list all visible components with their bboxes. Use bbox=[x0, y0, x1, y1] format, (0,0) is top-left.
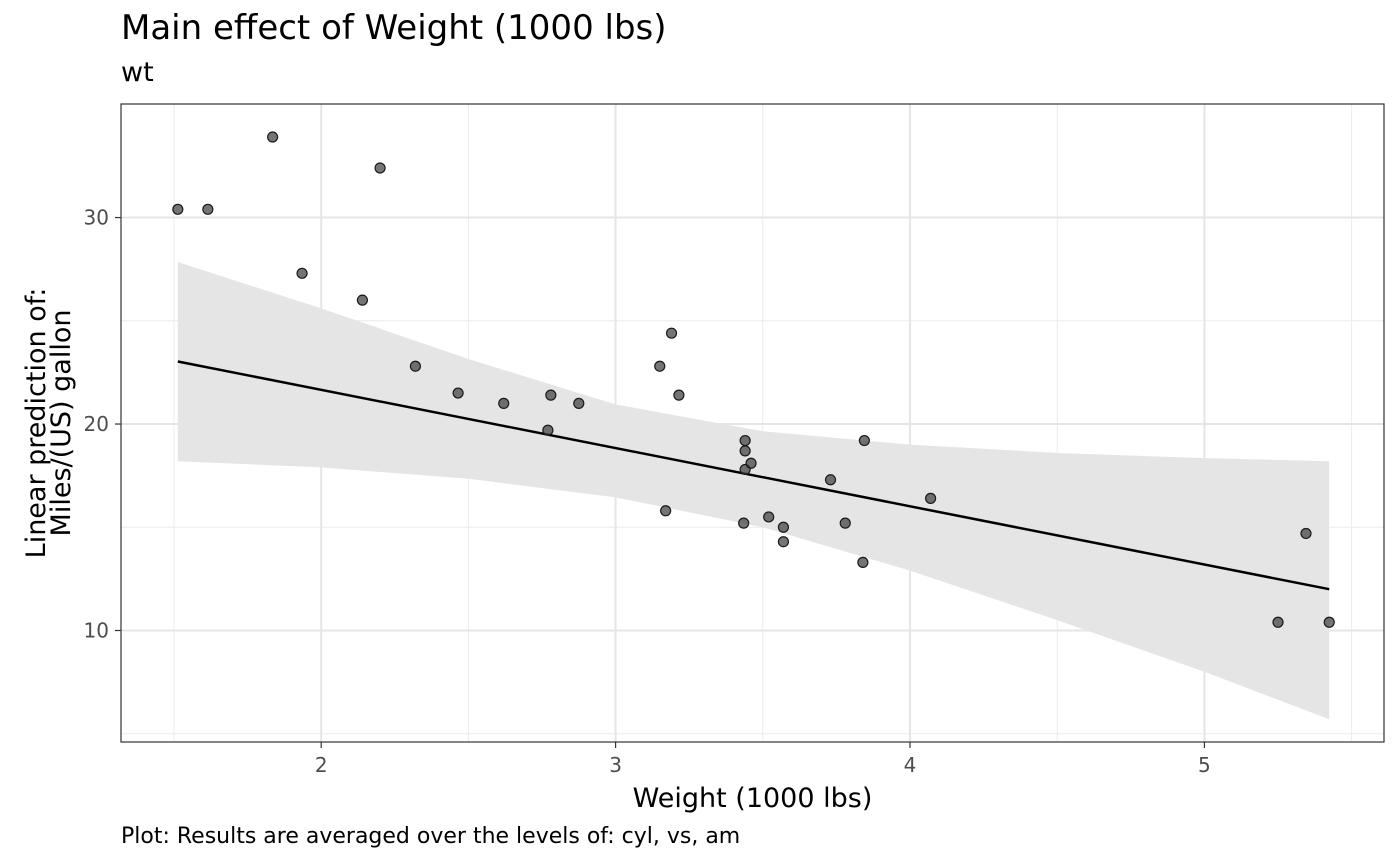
fit-line-layer bbox=[177, 360, 1330, 591]
data-point bbox=[739, 434, 751, 447]
data-point bbox=[356, 294, 369, 306]
data-point bbox=[1300, 527, 1312, 540]
y-axis-title-line-2: Miles/(US) gallon bbox=[46, 310, 77, 537]
chart-title: Main effect of Weight (1000 lbs) bbox=[121, 8, 667, 48]
y-tick-label: 30 bbox=[84, 206, 109, 230]
x-axis-title: Weight (1000 lbs) bbox=[633, 783, 873, 814]
data-point bbox=[654, 360, 666, 372]
chart-subtitle: wt bbox=[121, 57, 154, 88]
data-point bbox=[857, 556, 869, 568]
data-point bbox=[925, 492, 937, 504]
data-point bbox=[824, 474, 837, 486]
panel-border bbox=[120, 103, 1385, 743]
data-point bbox=[1323, 616, 1335, 628]
data-point bbox=[839, 517, 851, 529]
confidence-band bbox=[177, 261, 1330, 720]
data-point bbox=[542, 424, 554, 436]
data-point bbox=[1272, 616, 1284, 628]
data-point bbox=[296, 267, 308, 279]
data-point bbox=[777, 536, 790, 548]
data-point bbox=[374, 162, 386, 174]
data-point bbox=[573, 397, 585, 409]
data-point bbox=[409, 360, 422, 372]
data-point bbox=[739, 445, 751, 457]
confidence-band-layer bbox=[177, 261, 1330, 720]
data-point bbox=[202, 203, 214, 215]
points-layer bbox=[172, 131, 1335, 628]
y-tick-label: 20 bbox=[84, 412, 109, 436]
data-point bbox=[172, 203, 184, 215]
data-point bbox=[738, 517, 750, 529]
x-axis: 2 3 4 5 bbox=[315, 742, 1211, 777]
data-point bbox=[763, 511, 775, 523]
chart-caption: Plot: Results are averaged over the leve… bbox=[121, 824, 741, 849]
data-point bbox=[545, 389, 557, 401]
y-axis-title: Linear prediction of: Miles/(US) gallon bbox=[21, 288, 77, 559]
x-tick-label: 2 bbox=[315, 753, 328, 777]
x-tick-label: 4 bbox=[904, 753, 917, 777]
x-tick-label: 5 bbox=[1198, 753, 1211, 777]
data-point bbox=[673, 389, 685, 401]
y-tick-label: 10 bbox=[84, 619, 109, 643]
data-point bbox=[660, 505, 672, 517]
data-point bbox=[452, 387, 464, 399]
data-point bbox=[665, 327, 678, 339]
data-point bbox=[858, 434, 870, 447]
data-point bbox=[745, 457, 757, 469]
x-tick-label: 3 bbox=[609, 753, 622, 777]
data-point bbox=[777, 521, 790, 533]
data-point bbox=[267, 131, 279, 143]
fit-line bbox=[177, 360, 1330, 591]
data-point bbox=[498, 397, 510, 409]
y-axis: 10 20 30 bbox=[84, 206, 121, 643]
y-axis-title-line-1: Linear prediction of: bbox=[21, 288, 52, 559]
